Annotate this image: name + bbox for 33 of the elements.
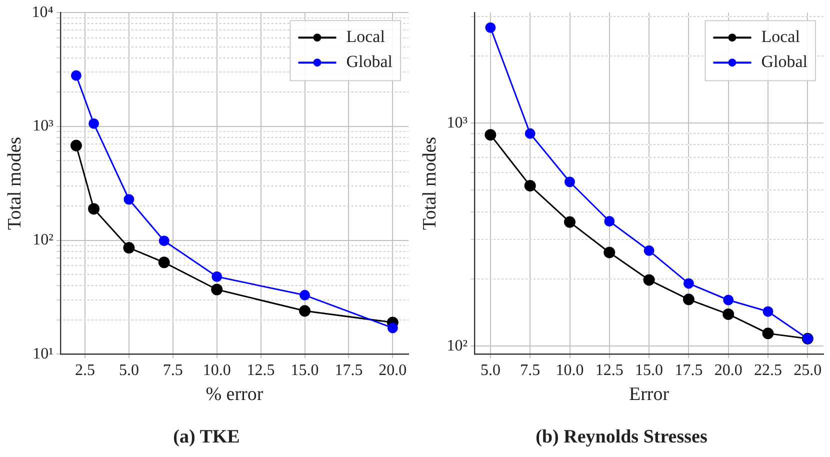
legend-label: Local	[761, 27, 800, 46]
x-tick-label: 5.0	[118, 362, 139, 380]
x-tick-label: 20.0	[378, 362, 407, 380]
legend-label: Local	[346, 27, 386, 46]
x-tick-label: 2.5	[74, 362, 95, 380]
legend-label: Global	[761, 52, 808, 72]
y-tick-label: 10¹	[32, 345, 54, 362]
x-tick-label: 12.5	[246, 362, 275, 380]
x-tick-label: 10.0	[556, 362, 584, 380]
legend-label: Global	[346, 52, 393, 72]
y-axis-title: Total modes	[4, 136, 26, 230]
x-tick-label: 22.5	[754, 362, 782, 380]
x-tick-label: 15.0	[635, 362, 664, 380]
y-tick-label: 10⁴	[32, 4, 54, 21]
x-tick-label: 7.5	[520, 362, 540, 380]
x-tick-label: 5.0	[480, 362, 500, 380]
x-tick-label: 17.5	[674, 362, 703, 380]
x-tick-label: 17.5	[334, 362, 363, 380]
x-tick-label: 7.5	[162, 362, 183, 380]
x-tick-label: 10.0	[202, 362, 231, 380]
x-tick-label: 12.5	[595, 362, 624, 380]
text: (b) Reynolds Stresses	[536, 426, 708, 448]
x-axis-title: Error	[629, 384, 670, 405]
text: (a) TKE	[173, 426, 240, 448]
x-tick-label: 20.0	[714, 362, 742, 380]
x-tick-label: 25.0	[794, 362, 822, 380]
y-axis-title: Total modes	[419, 136, 440, 230]
x-tick-label: 15.0	[290, 362, 319, 380]
y-tick-label: 10³	[446, 114, 468, 132]
y-tick-label: 10²	[32, 232, 54, 249]
y-tick-label: 10³	[32, 118, 54, 135]
x-axis-title: % error	[206, 384, 264, 405]
y-tick-label: 10²	[446, 337, 468, 354]
